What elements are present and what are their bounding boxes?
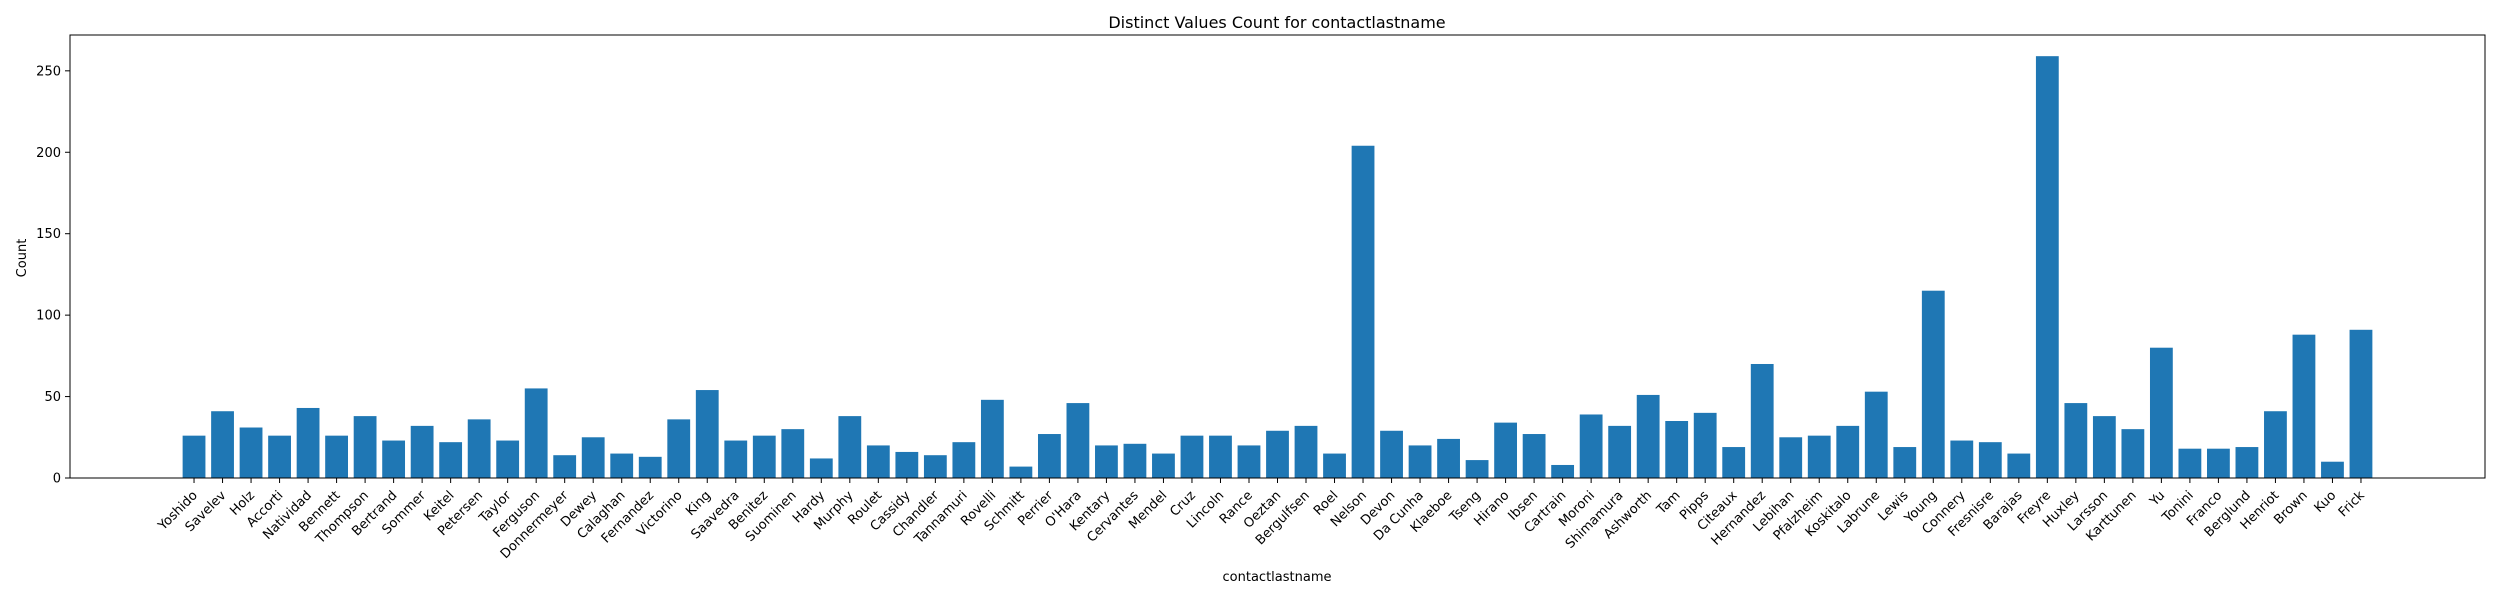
bar-mendel [1152, 453, 1175, 478]
bar-cruz [1180, 435, 1204, 478]
bar-hardy [809, 458, 833, 478]
bar-frick [2349, 329, 2373, 478]
bar-yoshido [182, 435, 206, 478]
bar-young [1921, 290, 1945, 478]
bar-cervantes [1123, 443, 1147, 478]
bar-accorti [268, 435, 291, 478]
bar-ferguson [524, 388, 548, 478]
bar-roulet [866, 445, 890, 478]
bar-murphy [838, 416, 862, 478]
bar-sommer [410, 425, 434, 478]
bar-berglund [2235, 447, 2259, 478]
bar-da-cunha [1408, 445, 1432, 478]
bar-perrier [1037, 434, 1061, 478]
bar-pfalzheim [1807, 435, 1831, 478]
bar-freyre [2035, 56, 2059, 479]
y-tick-label: 0 [53, 472, 61, 487]
bar-chandler [923, 455, 947, 478]
bar-connery [1950, 440, 1974, 478]
bar-yu [2149, 347, 2173, 478]
bar-tannamuri [952, 442, 976, 478]
bar-cassidy [895, 451, 919, 478]
bar-lincoln [1209, 435, 1232, 478]
bar-suominen [781, 429, 805, 478]
bar-nelson [1351, 145, 1375, 478]
bar-petersen [467, 419, 491, 478]
bar-donnermeyer [553, 455, 577, 478]
bar-franco [2207, 448, 2230, 478]
bar-pipps [1693, 412, 1717, 478]
bar-benitez [752, 435, 776, 478]
bar-brown [2292, 334, 2316, 478]
bar-ashworth [1636, 394, 1660, 478]
bar-fernandez [638, 456, 662, 478]
bar-kuo [2321, 461, 2344, 478]
bar-shimamura [1608, 425, 1632, 478]
bar-klaeboe [1437, 438, 1460, 478]
bar-karttunen [2121, 429, 2145, 478]
y-tick-label: 50 [44, 390, 61, 405]
bar-barajas [2007, 453, 2031, 478]
bar-keitel [439, 442, 463, 478]
bar-labrune [1864, 391, 1888, 478]
bar-lebihan [1779, 437, 1803, 478]
bar-roel [1323, 453, 1346, 478]
bar-hirano [1494, 422, 1518, 478]
bar-schmitt [1009, 466, 1033, 478]
x-axis-label: contactlastname [1223, 570, 1332, 585]
bar-hernandez [1750, 363, 1774, 478]
bar-tam [1665, 420, 1689, 478]
bar-victorino [667, 419, 691, 478]
bar-natividad [296, 407, 320, 478]
bar-huxley [2064, 403, 2088, 478]
chart-title: Distinct Values Count for contactlastnam… [1108, 13, 1445, 32]
bar-rance [1237, 445, 1261, 478]
bar-devon [1380, 430, 1403, 478]
bar-holz [239, 427, 263, 478]
bar-tseng [1465, 460, 1489, 478]
bar-calaghan [610, 453, 634, 478]
bar-bergulfsen [1294, 425, 1318, 478]
bar-bertrand [382, 440, 406, 478]
bar-koskitalo [1836, 425, 1860, 478]
bar-citeaux [1722, 447, 1746, 478]
bar-tonini [2178, 448, 2202, 478]
y-tick-label: 150 [36, 227, 61, 242]
bar-larsson [2092, 416, 2116, 478]
bar-savelev [211, 411, 234, 478]
bar-rovelli [980, 399, 1004, 478]
bar-cartrain [1551, 464, 1575, 478]
bar-saavedra [724, 440, 748, 478]
bar-kentary [1095, 445, 1118, 478]
y-tick-label: 250 [36, 64, 61, 79]
bar-ibsen [1522, 434, 1546, 478]
bar-dewey [581, 437, 605, 478]
bar-taylor [496, 440, 520, 478]
y-tick-label: 100 [36, 309, 61, 324]
bar-oeztan [1266, 430, 1289, 478]
bar-thompson [353, 416, 377, 478]
bar-king [695, 390, 719, 478]
y-tick-label: 200 [36, 146, 61, 161]
bar-bennett [325, 435, 348, 478]
bar-o-hara [1066, 403, 1090, 478]
bar-moroni [1579, 414, 1603, 478]
bar-lewis [1893, 447, 1917, 478]
bar-henriot [2264, 411, 2287, 478]
y-axis-label: Count [15, 239, 30, 278]
bar-fresnisre [1978, 442, 2002, 478]
